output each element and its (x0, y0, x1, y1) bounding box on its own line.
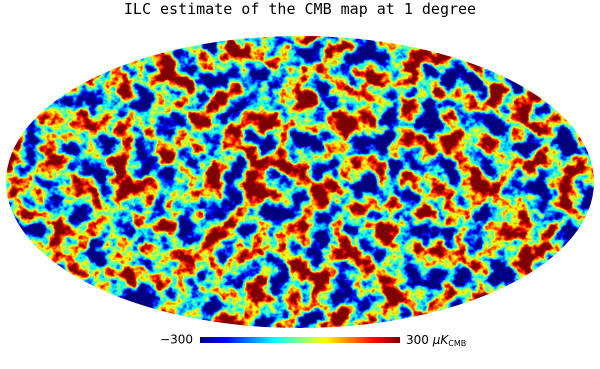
temperature-field (6, 36, 594, 328)
colorbar (200, 337, 400, 343)
sky-map (6, 36, 594, 328)
colorbar-max-label: 300 (406, 333, 429, 347)
colorbar-max-label-group: 300 μKCMB (406, 333, 466, 348)
colorbar-min-label: −300 (160, 333, 193, 347)
unit: μK (432, 333, 450, 347)
map-title: ILC estimate of the CMB map at 1 degree (124, 0, 476, 18)
unit-subscript: CMB (448, 339, 466, 348)
